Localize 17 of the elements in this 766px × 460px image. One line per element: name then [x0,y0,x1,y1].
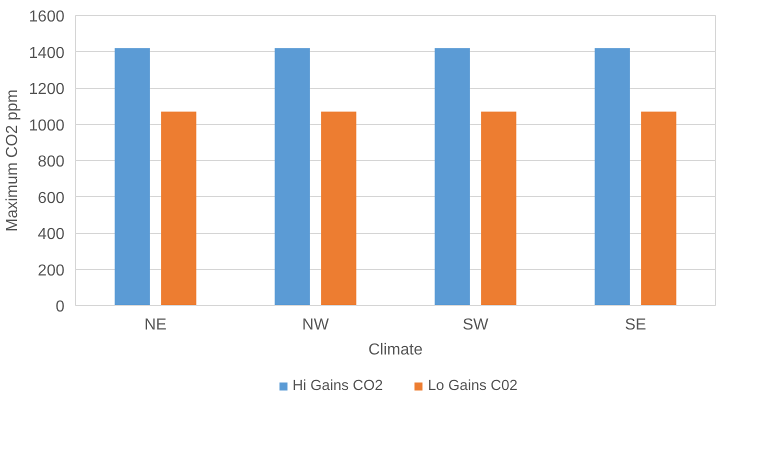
y-tick-label: 1600 [28,8,65,26]
y-tick-label: 600 [38,190,65,207]
y-tick-label: 1400 [28,44,65,62]
x-tick-label: SW [462,316,490,334]
y-axis-title: Maximum CO2 ppm [4,89,21,232]
legend-label: Lo Gains C02 [428,378,518,394]
x-tick-label: NE [144,316,167,334]
x-axis-title: Climate [368,342,423,358]
y-tick-label: 1000 [28,117,65,134]
y-tick-label: 400 [38,226,65,243]
y-tick-label: 800 [38,154,65,170]
x-tick-label: SE [624,316,646,334]
legend-label: Hi Gains CO2 [292,378,383,394]
y-tick-label: 1200 [28,81,65,98]
y-tick-label: 200 [38,262,65,280]
y-tick-label: 0 [56,298,65,316]
x-tick-label: NW [302,316,330,334]
